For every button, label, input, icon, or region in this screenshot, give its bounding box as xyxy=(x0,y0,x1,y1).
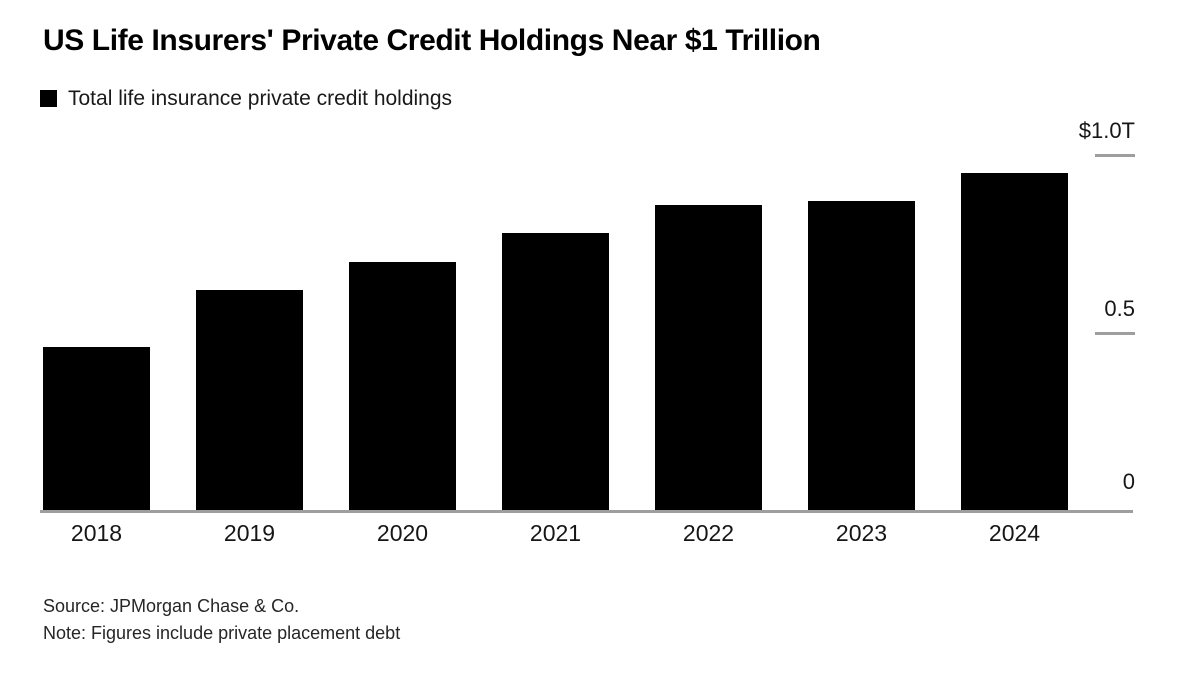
bar-2019 xyxy=(196,290,303,511)
bar-2021 xyxy=(502,233,609,511)
x-axis-label-2018: 2018 xyxy=(70,520,123,546)
bar-2020 xyxy=(349,262,456,511)
x-axis-label-2022: 2022 xyxy=(682,520,735,546)
bar-2024 xyxy=(961,173,1068,511)
chart-title: US Life Insurers' Private Credit Holding… xyxy=(43,24,821,57)
bar-2023 xyxy=(808,201,915,511)
y-axis-tick xyxy=(1095,154,1135,157)
x-axis-line xyxy=(40,510,1133,513)
legend-swatch-icon xyxy=(40,90,57,107)
note-text: Note: Figures include private placement … xyxy=(43,623,401,643)
bar-2022 xyxy=(655,205,762,511)
source-text: Source: JPMorgan Chase & Co. xyxy=(43,596,300,616)
x-axis-label-2024: 2024 xyxy=(988,520,1041,546)
legend: Total life insurance private credit hold… xyxy=(40,86,453,110)
x-axis-label-2019: 2019 xyxy=(223,520,276,546)
bar-2018 xyxy=(43,347,150,511)
legend-label: Total life insurance private credit hold… xyxy=(68,86,453,110)
x-axis-label-2021: 2021 xyxy=(529,520,582,546)
y-axis-label-0: 0 xyxy=(1122,469,1135,494)
y-axis-tick xyxy=(1095,332,1135,335)
x-axis-label-2020: 2020 xyxy=(376,520,429,546)
y-axis-label-1: $1.0T xyxy=(1078,118,1135,143)
x-axis-label-2023: 2023 xyxy=(835,520,888,546)
footer: Source: JPMorgan Chase & Co. Note: Figur… xyxy=(43,593,400,647)
y-axis-label-0.5: 0.5 xyxy=(1104,296,1135,321)
